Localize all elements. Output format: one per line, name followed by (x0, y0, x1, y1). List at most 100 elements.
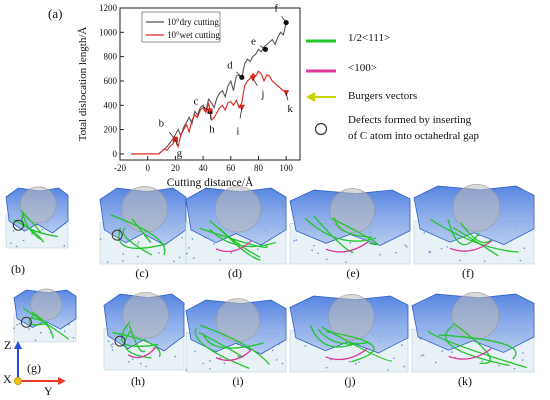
annotation-i: i (236, 126, 239, 138)
panel-label-g: (g) (27, 361, 41, 375)
y-tick-label: 1200 (99, 3, 118, 13)
snapshot-h-dislocation-111 (128, 325, 146, 353)
snapshot-e-dot (313, 244, 315, 247)
snapshot-g-dot (34, 339, 37, 342)
snapshot-k-dot (419, 338, 422, 340)
snapshot-b-dot (10, 242, 12, 245)
snapshot-k-dot (434, 361, 437, 364)
snapshot-e-dot (325, 258, 328, 261)
annotation-e: e (251, 35, 256, 47)
snapshot-k-dislocation-111 (453, 322, 491, 364)
snapshot-d-dot (188, 247, 190, 249)
leader-d (236, 71, 243, 78)
legend-line-111 (306, 39, 336, 43)
y-tick-label: 1000 (99, 27, 118, 37)
snapshot-c-dot (181, 237, 183, 239)
snapshot-k-dislocation-100 (448, 348, 492, 360)
snapshot-c-dot (173, 260, 175, 263)
snapshot-c (99, 186, 187, 265)
leader-i (239, 107, 243, 119)
snapshot-d-dot (186, 252, 188, 255)
snapshot-d-dislocation-111 (209, 228, 277, 248)
snapshot-c-dot (136, 255, 139, 258)
plot-frame (119, 7, 301, 161)
snapshot-f-dislocation-111 (460, 222, 493, 244)
snapshot-i-dislocation-111 (198, 331, 243, 358)
snapshot-c-defect-circle (111, 229, 123, 241)
snapshot-h-dot (111, 346, 113, 348)
annotation-g: g (177, 147, 183, 159)
legend-label-defects-line2: of C atom into octahedral gap (348, 130, 480, 142)
snapshot-j-dot (393, 357, 395, 360)
snapshot-e-dot (379, 253, 381, 256)
snapshot-c-dot (99, 238, 102, 240)
annotation-f: f (274, 3, 278, 15)
snapshot-k-dislocation-111 (444, 325, 510, 367)
leader-j (252, 78, 258, 86)
series-line-0 (131, 22, 287, 155)
snapshot-g-dot (13, 327, 15, 329)
snapshot-f-dislocation-111 (452, 227, 499, 257)
snapshot-f-dislocation-100 (449, 240, 493, 252)
snapshot-d-dot (256, 248, 259, 251)
annotation-d: d (227, 59, 233, 71)
snapshot-k-dot (422, 354, 425, 356)
snapshot-h-dot (110, 344, 112, 346)
snapshot-e-dot (317, 252, 319, 255)
snapshot-f-dot (459, 259, 461, 262)
coordinate-axes-icon (14, 341, 66, 385)
snapshot-c-dot (178, 256, 181, 259)
leader-h (209, 111, 212, 120)
snapshot-e-dislocation-111 (313, 215, 354, 254)
x-tick-label: -20 (114, 163, 126, 173)
snapshot-b-dot (41, 229, 44, 231)
snapshot-d-dot (192, 257, 195, 259)
snapshot-j-dot (386, 369, 389, 371)
snapshot-j-dot (401, 344, 403, 346)
snapshot-i-dot (275, 359, 278, 361)
snapshot-f-dot (440, 247, 443, 250)
axis-label-y: Y (44, 384, 53, 398)
snapshot-j-dislocation-111 (326, 331, 375, 363)
x-tick-label: 80 (254, 163, 264, 173)
legend-label-defects: Defects formed by inserting (348, 114, 472, 126)
legend: 1/2<111> <100> Burgers vectors Defects f… (300, 30, 550, 150)
snapshot-h-dot (152, 346, 155, 349)
snapshot-k-dot (522, 352, 524, 354)
snapshot-d (185, 186, 287, 265)
snapshot-j (289, 294, 409, 373)
snapshot-j-dot (304, 345, 307, 347)
snapshot-i-dot (185, 369, 188, 371)
snapshot-k-tool (451, 292, 500, 340)
snapshot-i-dislocation-111 (199, 324, 271, 366)
snapshot-d-tool (214, 186, 262, 233)
x-tick-label: 40 (199, 163, 209, 173)
snapshot-b-dislocation-111 (21, 213, 59, 238)
snapshot-g (13, 288, 77, 343)
legend-label-100: <100> (348, 62, 377, 74)
snapshot-c-dot (158, 252, 160, 254)
snapshot-f-tool (452, 184, 501, 232)
snapshot-f-dislocation-111 (447, 219, 480, 246)
snapshot-g-dot (40, 331, 42, 334)
snapshot-j-dot (329, 358, 332, 361)
panel-label-e: (e) (346, 266, 360, 280)
snapshot-e-tool (329, 188, 375, 234)
snapshot-g-dot (72, 337, 75, 339)
y-axis-label: Total dislocation length/Å (77, 27, 89, 142)
snapshot-b-dot (12, 229, 15, 232)
panel-label-k: (k) (458, 374, 472, 388)
annotation-b: b (159, 117, 165, 129)
x-tick-label: 60 (226, 163, 236, 173)
panel-label-c: (c) (135, 266, 149, 280)
snapshot-e-dislocation-111 (331, 217, 378, 246)
snapshot-h-defect-circle (114, 335, 126, 347)
snapshot-k (411, 292, 535, 373)
snapshot-k-dot (481, 360, 484, 362)
snapshot-d-dislocation-111 (208, 219, 261, 258)
snapshot-g-dot (18, 322, 21, 325)
snapshot-g-dot (16, 323, 18, 326)
snapshot-e-dislocation-111 (333, 217, 372, 238)
snapshot-f-dot (429, 250, 431, 253)
